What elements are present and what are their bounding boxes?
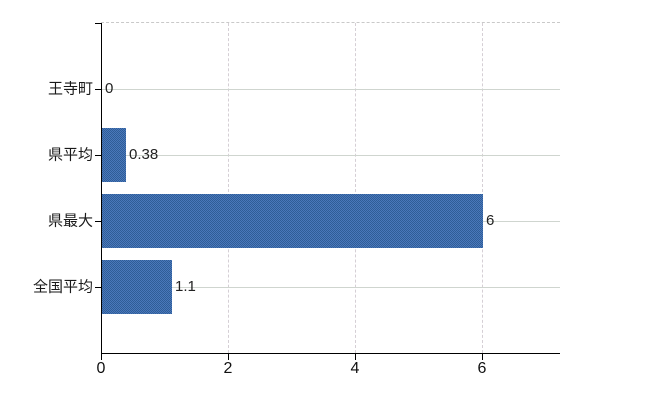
bar-value-label: 1.1: [175, 278, 196, 296]
bar: [102, 260, 172, 314]
category-label: 県平均: [47, 146, 93, 164]
y-axis-tick-mark: [95, 155, 101, 156]
bar-value-label: 0.38: [129, 146, 159, 164]
x-axis-tick-label: 0: [96, 360, 106, 377]
category-label: 王寺町: [47, 80, 93, 98]
bar: [102, 128, 126, 182]
y-axis-tick-mark: [95, 23, 101, 24]
plot-area: [101, 22, 560, 353]
x-axis-tick-mark: [482, 353, 483, 360]
vertical-gridline: [228, 23, 229, 353]
x-axis-tick-mark: [355, 353, 356, 360]
x-axis-tick-mark: [101, 353, 102, 360]
horizontal-gridline: [101, 89, 560, 90]
x-axis-tick-label: 6: [477, 360, 487, 377]
horizontal-gridline: [101, 155, 560, 156]
y-axis: [101, 23, 102, 354]
horizontal-gridline: [101, 287, 560, 288]
category-label: 県最大: [47, 212, 93, 230]
vertical-gridline: [355, 23, 356, 353]
bar-value-label: 0: [105, 80, 114, 98]
bar-value-label: 6: [486, 212, 495, 230]
x-axis: [101, 353, 560, 354]
x-axis-tick-label: 2: [223, 360, 233, 377]
vertical-gridline: [482, 23, 483, 353]
bar: [102, 194, 483, 248]
category-label: 全国平均: [32, 278, 93, 296]
y-axis-tick-mark: [95, 89, 101, 90]
x-axis-tick-label: 4: [350, 360, 360, 377]
x-axis-tick-mark: [228, 353, 229, 360]
y-axis-tick-mark: [95, 287, 101, 288]
y-axis-tick-mark: [95, 221, 101, 222]
